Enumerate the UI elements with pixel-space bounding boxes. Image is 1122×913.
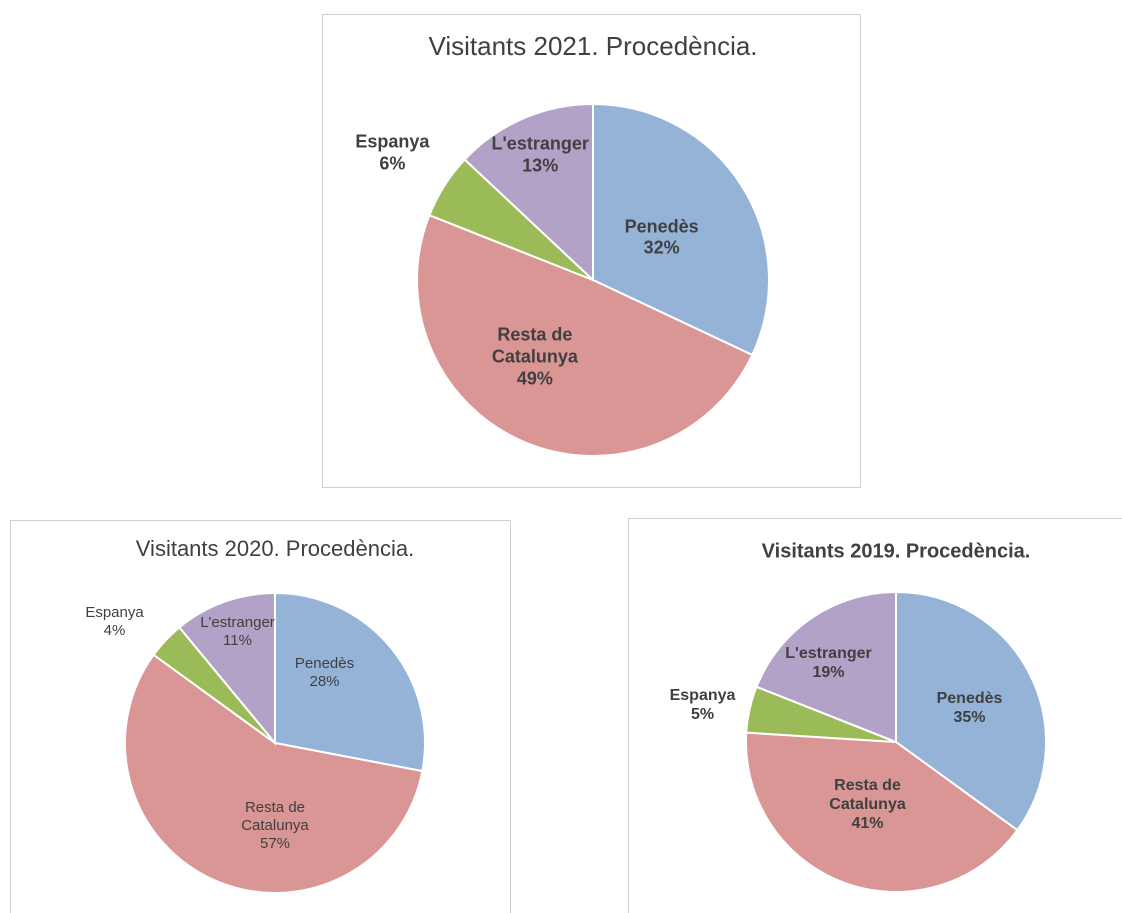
slice-value: 41% [851,815,884,833]
slice-value: 6% [379,153,406,174]
slice-value: 4% [103,621,126,639]
pie-slice [463,102,594,283]
data-label: Penedès 35% [915,688,1025,726]
pie-slice [745,731,1019,893]
data-label: Penedès 32% [602,216,722,259]
slice-value: 57% [259,834,291,852]
pie-slice [124,653,424,894]
slice-name: L'estranger [785,644,872,662]
slice-value: 28% [309,672,340,690]
pie-slice [755,590,897,744]
data-label: Penedès 28% [277,655,372,691]
slice-name: Espanya [669,686,736,704]
slice-value: 11% [223,632,252,649]
chart-title: Visitants 2021. Procedència. [428,31,757,61]
data-label: L'estranger 19% [774,643,884,681]
slice-name: Penedès [294,654,355,672]
slice-value: 35% [953,708,986,726]
pie-slice [177,591,276,746]
slice-name: Espanya [355,131,430,152]
slice-value: 19% [812,663,845,681]
slice-name: Resta de Catalunya [491,325,578,367]
slice-name: L'estranger [491,133,589,154]
data-label: Espanya 6% [332,132,452,175]
data-label: Espanya 4% [67,604,162,640]
pie-slice [274,591,426,773]
data-label: L'estranger 11% [190,614,285,650]
slice-name: Penedès [624,216,699,237]
slice-name: L'estranger [200,614,275,631]
data-label: Resta de Catalunya 41% [813,776,923,834]
slice-name: Resta de Catalunya [829,777,906,814]
chart-title: Visitants 2020. Procedència. [136,536,414,561]
pie-slice [592,102,770,357]
slice-value: 32% [643,237,680,258]
chart-title: Visitants 2019. Procedència. [762,540,1031,562]
slice-name: Espanya [85,603,144,621]
slice-value: 5% [690,705,715,723]
slice-name: Resta de Catalunya [241,798,309,834]
data-label: Resta de Catalunya 57% [228,799,323,853]
slice-value: 49% [516,368,553,389]
slice-name: Penedès [936,689,1003,707]
slice-value: 13% [522,155,559,176]
data-label: Espanya 5% [648,685,758,723]
data-label: L'estranger 13% [480,133,600,176]
pie-slice [416,213,754,457]
data-label: Resta de Catalunya 49% [475,325,595,390]
pie-slice [895,590,1047,832]
